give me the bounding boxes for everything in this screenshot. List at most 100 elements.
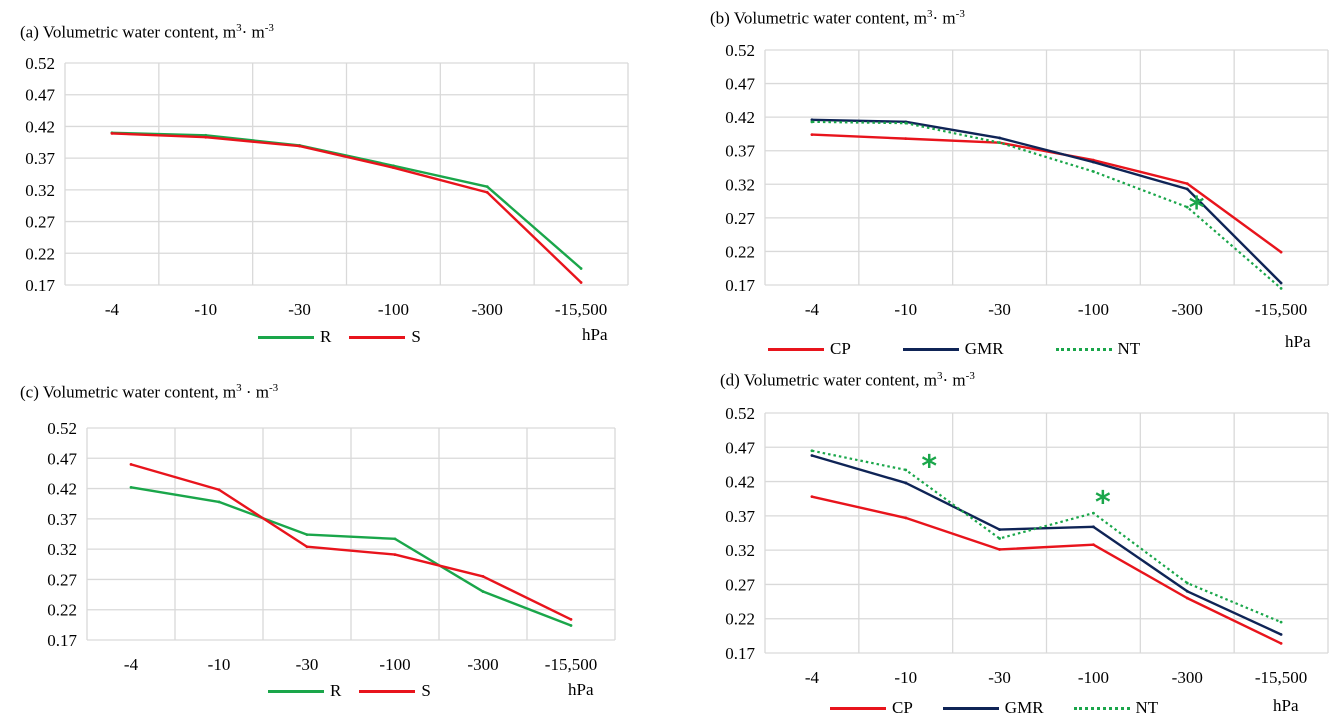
legend-label-cp: CP [892, 698, 913, 717]
legend-label-nt: NT [1135, 698, 1159, 717]
y-tick-label: 0.32 [25, 181, 55, 200]
significance-asterisk: * [1095, 486, 1111, 521]
series-line-nt [811, 449, 1282, 624]
significance-asterisk: * [921, 449, 937, 484]
data-point-cp [998, 548, 1001, 551]
data-point-cp [1185, 596, 1189, 600]
y-tick-label: 0.47 [47, 449, 77, 468]
series-line-s [130, 463, 572, 621]
legend-label-r: R [320, 327, 332, 346]
x-tick-label: -100 [379, 655, 410, 674]
legend-swatch-gmr [942, 706, 999, 710]
data-point-nt [998, 141, 1001, 145]
y-tick-label: 0.52 [25, 54, 55, 73]
series-line-nt [811, 120, 1282, 290]
y-tick-label: 0.27 [47, 570, 77, 589]
x-tick-label: -100 [1078, 668, 1109, 687]
y-tick-label: 0.22 [25, 244, 55, 263]
y-tick-label: 0.27 [25, 213, 55, 232]
legend: CP GMR NT [830, 698, 1158, 718]
chart-panel-d: (d) Volumetric water content, m3· m-3 0.… [660, 360, 1332, 718]
legend-item-s: S [349, 327, 421, 347]
data-point-cp [904, 516, 908, 520]
x-tick-label: -4 [805, 668, 820, 687]
data-point-gmr [904, 481, 908, 485]
data-point-nt [1185, 581, 1189, 585]
data-point-s [569, 618, 573, 621]
legend-swatch-gmr [902, 347, 959, 351]
legend-swatch-r [258, 335, 314, 339]
legend-swatch-nt [1073, 706, 1130, 710]
x-tick-label: -15,500 [1255, 300, 1307, 319]
data-point-s [481, 575, 485, 578]
legend-label-cp: CP [830, 339, 851, 358]
y-tick-label: 0.17 [47, 631, 77, 650]
x-tick-label: -4 [105, 300, 120, 319]
data-point-s [110, 132, 114, 135]
y-tick-label: 0.22 [725, 242, 755, 261]
data-point-nt [1279, 286, 1283, 290]
y-tick-label: 0.32 [725, 541, 755, 560]
data-point-r [217, 500, 221, 504]
y-tick-label: 0.27 [725, 575, 755, 594]
data-point-cp [1092, 543, 1095, 547]
x-tick-label: -30 [988, 668, 1011, 687]
data-point-s [217, 488, 221, 492]
y-tick-label: 0.37 [725, 507, 755, 526]
plot-area: 0.52 0.47 0.42 0.37 0.32 0.27 0.22 0.17 -4 -10 -30… [25, 54, 629, 319]
x-tick-label: -10 [894, 300, 917, 319]
legend-item-gmr: GMR [942, 698, 1044, 718]
x-tick-label: -15,500 [545, 655, 597, 674]
x-tick-label: -30 [296, 655, 319, 674]
series-line-cp [811, 495, 1282, 645]
legend-item-gmr: GMR [902, 339, 1004, 359]
y-tick-label: 0.37 [25, 149, 55, 168]
legend-item-r: R [258, 327, 331, 347]
data-point-nt [998, 537, 1001, 540]
data-point-r [579, 267, 583, 270]
data-point-r [481, 590, 485, 593]
series-line-gmr [811, 454, 1282, 636]
data-point-r [305, 533, 309, 537]
x-tick-label: -30 [988, 300, 1011, 319]
legend-item-nt: NT [1055, 339, 1140, 359]
legend-item-cp: CP [768, 339, 851, 359]
data-point-cp [1279, 250, 1283, 254]
series-line-cp [811, 133, 1282, 254]
data-point-s [204, 135, 208, 139]
x-tick-label: -15,500 [555, 300, 607, 319]
legend-swatch-s [349, 335, 406, 339]
plot-area: 0.52 0.47 0.42 0.37 0.32 0.27 0.22 0.17 -4 -10 -30… [725, 404, 1329, 687]
y-tick-label: 0.22 [725, 610, 755, 629]
x-tick-label: -30 [288, 300, 311, 319]
data-point-cp [1185, 182, 1189, 186]
data-point-gmr [998, 528, 1001, 531]
legend-swatch-r [268, 689, 324, 693]
data-point-gmr [1279, 633, 1283, 636]
data-point-s [305, 545, 309, 549]
x-unit-label: hPa [568, 680, 594, 699]
data-point-gmr [1279, 281, 1283, 285]
y-tick-label: 0.17 [725, 276, 755, 295]
x-tick-label: -10 [894, 668, 917, 687]
plot-area: 0.52 0.47 0.42 0.37 0.32 0.27 0.22 0.17 -4 -10 -30… [725, 41, 1329, 319]
chart-title: (c) Volumetric water content, m3 · m-3 [20, 382, 279, 402]
data-point-cp [904, 137, 908, 141]
data-point-s [579, 281, 583, 284]
y-tick-label: 0.37 [725, 142, 755, 161]
data-point-gmr [998, 136, 1001, 140]
data-point-nt [904, 121, 908, 125]
data-point-s [392, 166, 395, 170]
x-tick-label: -100 [1078, 300, 1109, 319]
plot-area: 0.52 0.47 0.42 0.37 0.32 0.27 0.22 0.17 -4 -10 -30… [47, 419, 616, 674]
legend-swatch-nt [1055, 347, 1112, 351]
y-tick-label: 0.17 [25, 276, 55, 295]
data-point-nt [810, 120, 814, 124]
x-tick-label: -10 [208, 655, 231, 674]
y-tick-label: 0.52 [725, 41, 755, 60]
x-tick-label: -15,500 [1255, 668, 1307, 687]
y-tick-label: 0.37 [47, 510, 77, 529]
x-unit-label: hPa [1285, 332, 1311, 351]
legend-label-gmr: GMR [1004, 698, 1044, 717]
data-point-s [298, 144, 301, 148]
